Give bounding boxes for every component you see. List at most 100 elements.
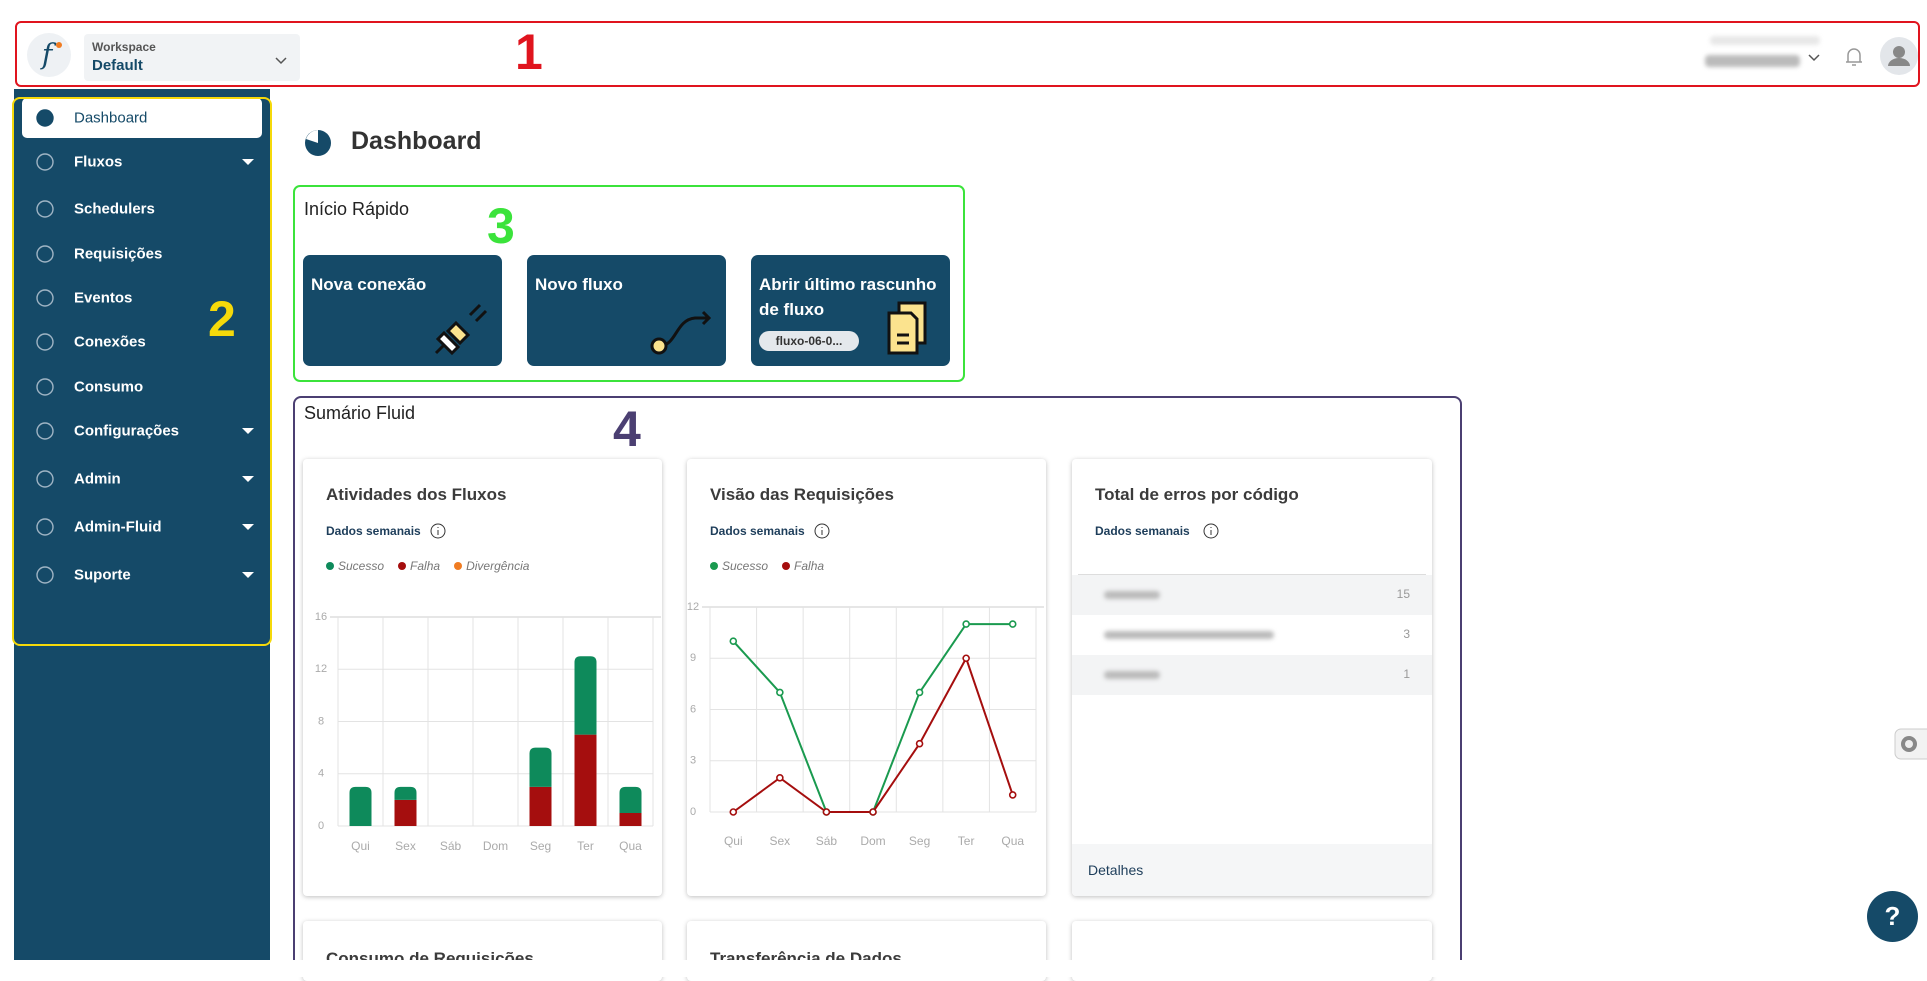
point <box>962 620 970 628</box>
nav-item[interactable]: Dashboard <box>22 98 262 138</box>
icon-shape <box>36 200 54 218</box>
draft-tag[interactable]: fluxo-06-0... <box>759 331 859 351</box>
chart-card: Visão das Requisições Dados semanais Suces… <box>687 459 1046 896</box>
nav-item[interactable]: Conexões <box>22 322 262 362</box>
nav-label: Eventos <box>74 289 133 307</box>
top-bar: f Workspace Default 1 <box>15 21 1920 87</box>
icon-shape <box>36 378 54 396</box>
icon-shape <box>36 422 54 440</box>
bar-segment <box>574 734 597 826</box>
table-card: Total de erros por código Dados semanais… <box>1072 459 1432 896</box>
legend-swatch <box>326 562 334 570</box>
user-name <box>1710 36 1820 45</box>
bell-icon[interactable] <box>1843 45 1865 69</box>
x-tick-label: Sex <box>770 834 791 848</box>
y-tick-label: 16 <box>315 611 327 623</box>
point <box>869 808 877 816</box>
y-tick-label: 8 <box>318 715 324 727</box>
annotation: 1 <box>515 24 543 80</box>
nav-icon <box>36 566 54 584</box>
nav-icon <box>36 422 54 440</box>
nav-icon <box>36 153 54 171</box>
nav-item[interactable]: Admin-Fluid <box>22 507 262 547</box>
icon-shape <box>36 470 54 488</box>
arrow-shape <box>242 159 254 165</box>
y-tick-label: 0 <box>690 806 696 818</box>
icon-shape <box>36 518 54 536</box>
bar-segment <box>574 656 597 735</box>
dropdown-arrow <box>242 428 254 434</box>
legend-label: Divergência <box>466 559 530 573</box>
error-count: 15 <box>1396 587 1410 601</box>
nav-item[interactable]: Requisições <box>22 234 262 274</box>
nav-label: Admin <box>74 470 121 488</box>
legend-label: Sucesso <box>722 559 769 573</box>
icon-shape <box>36 153 54 171</box>
nav-item[interactable]: Suporte <box>22 555 262 595</box>
y-tick-label: 0 <box>318 820 324 832</box>
icon-shape <box>36 245 54 263</box>
card-title: Total de erros por código <box>1095 485 1299 504</box>
x-tick-label: Qua <box>1001 834 1024 848</box>
nav-item[interactable]: Schedulers <box>22 189 262 229</box>
quick-card[interactable]: Novo fluxo <box>527 255 726 366</box>
x-tick-label: Seg <box>909 834 930 848</box>
arrow-shape <box>242 476 254 482</box>
annotation: 3 <box>487 198 515 254</box>
user-org[interactable] <box>1705 55 1800 67</box>
annotation: 4 <box>613 401 641 457</box>
nav-label: Schedulers <box>74 200 155 218</box>
nav-icon <box>36 109 54 127</box>
point <box>776 774 784 782</box>
y-tick-label: 3 <box>690 755 696 767</box>
nav-label: Consumo <box>74 378 144 396</box>
avatar[interactable] <box>1879 36 1919 76</box>
quick-start: Início Rápido 3 <box>293 185 965 382</box>
y-tick-label: 4 <box>318 768 324 780</box>
point <box>915 739 924 748</box>
logo: f <box>27 33 71 77</box>
icon-shape <box>36 566 54 584</box>
nav-icon <box>36 333 54 351</box>
nav-item[interactable]: Consumo <box>22 367 262 407</box>
annotation-box <box>12 97 272 646</box>
chart-card: Atividades dos Fluxos Dados semanais Suces… <box>303 459 662 896</box>
legend: Sucesso Falha Divergência <box>326 559 543 573</box>
legend-swatch <box>398 562 407 570</box>
table-row: 15 <box>1072 575 1432 615</box>
icon-shape <box>814 523 830 539</box>
card-subtitle: Dados semanais <box>1095 524 1190 538</box>
side-toggle[interactable] <box>1893 727 1927 761</box>
quick-card[interactable]: Nova conexão <box>303 255 502 366</box>
nav-item[interactable]: Admin <box>22 459 262 499</box>
x-tick-label: Qui <box>724 834 743 848</box>
nav-icon <box>36 245 54 263</box>
x-tick-label: Dom <box>860 834 885 848</box>
x-tick-label: Sex <box>395 839 416 853</box>
details-link[interactable]: Detalhes <box>1088 862 1144 878</box>
point <box>1008 791 1017 799</box>
nav-label: Admin-Fluid <box>74 518 162 536</box>
point <box>1008 620 1017 628</box>
nav-label: Requisições <box>74 245 163 263</box>
point <box>962 654 970 663</box>
x-tick-label: Sáb <box>440 839 462 853</box>
nav-item[interactable]: Configurações <box>22 411 262 451</box>
workspace-select[interactable]: Workspace Default <box>84 34 300 81</box>
legend-swatch <box>782 562 791 570</box>
help-button[interactable]: ? <box>1867 891 1918 942</box>
nav-label: Conexões <box>74 333 146 351</box>
legend-label: Sucesso <box>338 559 385 573</box>
section-title: Início Rápido <box>304 199 410 219</box>
nav-icon <box>36 289 54 307</box>
quick-card[interactable]: Abrir último rascunho de fluxo fluxo-06-… <box>751 255 950 366</box>
dropdown-arrow <box>242 159 254 165</box>
nav-item[interactable]: Fluxos <box>22 142 262 182</box>
icon-shape <box>36 109 54 127</box>
x-tick-label: Qua <box>619 839 642 853</box>
nav-item[interactable]: Eventos <box>22 278 262 318</box>
info-icon <box>430 523 446 539</box>
quick-card-title: Nova conexão <box>311 275 427 294</box>
card-subtitle: Dados semanais <box>326 524 421 538</box>
